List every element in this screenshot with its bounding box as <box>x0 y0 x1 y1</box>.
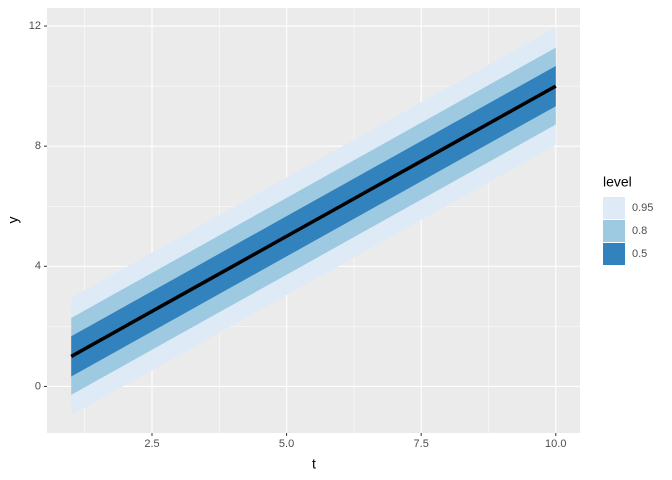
x-tick-label: 5.0 <box>279 438 294 450</box>
legend-label: 0.8 <box>632 225 647 237</box>
legend-key <box>603 220 625 242</box>
plot-area <box>70 27 557 416</box>
line <box>70 84 557 358</box>
y-tick-label: 8 <box>35 140 41 152</box>
x-tick-label: 2.5 <box>144 438 159 450</box>
legend-label: 0.95 <box>632 202 653 214</box>
y-tick-label: 12 <box>29 20 41 32</box>
legend-title: level <box>603 174 632 190</box>
x-tick-label: 10.0 <box>545 438 566 450</box>
x-tick-label: 7.5 <box>414 438 429 450</box>
y-tick-label: 4 <box>35 260 41 272</box>
y-tick-label: 0 <box>35 380 41 392</box>
legend-key <box>603 243 625 265</box>
x-axis-title: t <box>312 456 316 472</box>
y-axis-title: y <box>5 217 21 224</box>
legend-key <box>603 197 625 219</box>
legend-label: 0.5 <box>632 248 647 260</box>
